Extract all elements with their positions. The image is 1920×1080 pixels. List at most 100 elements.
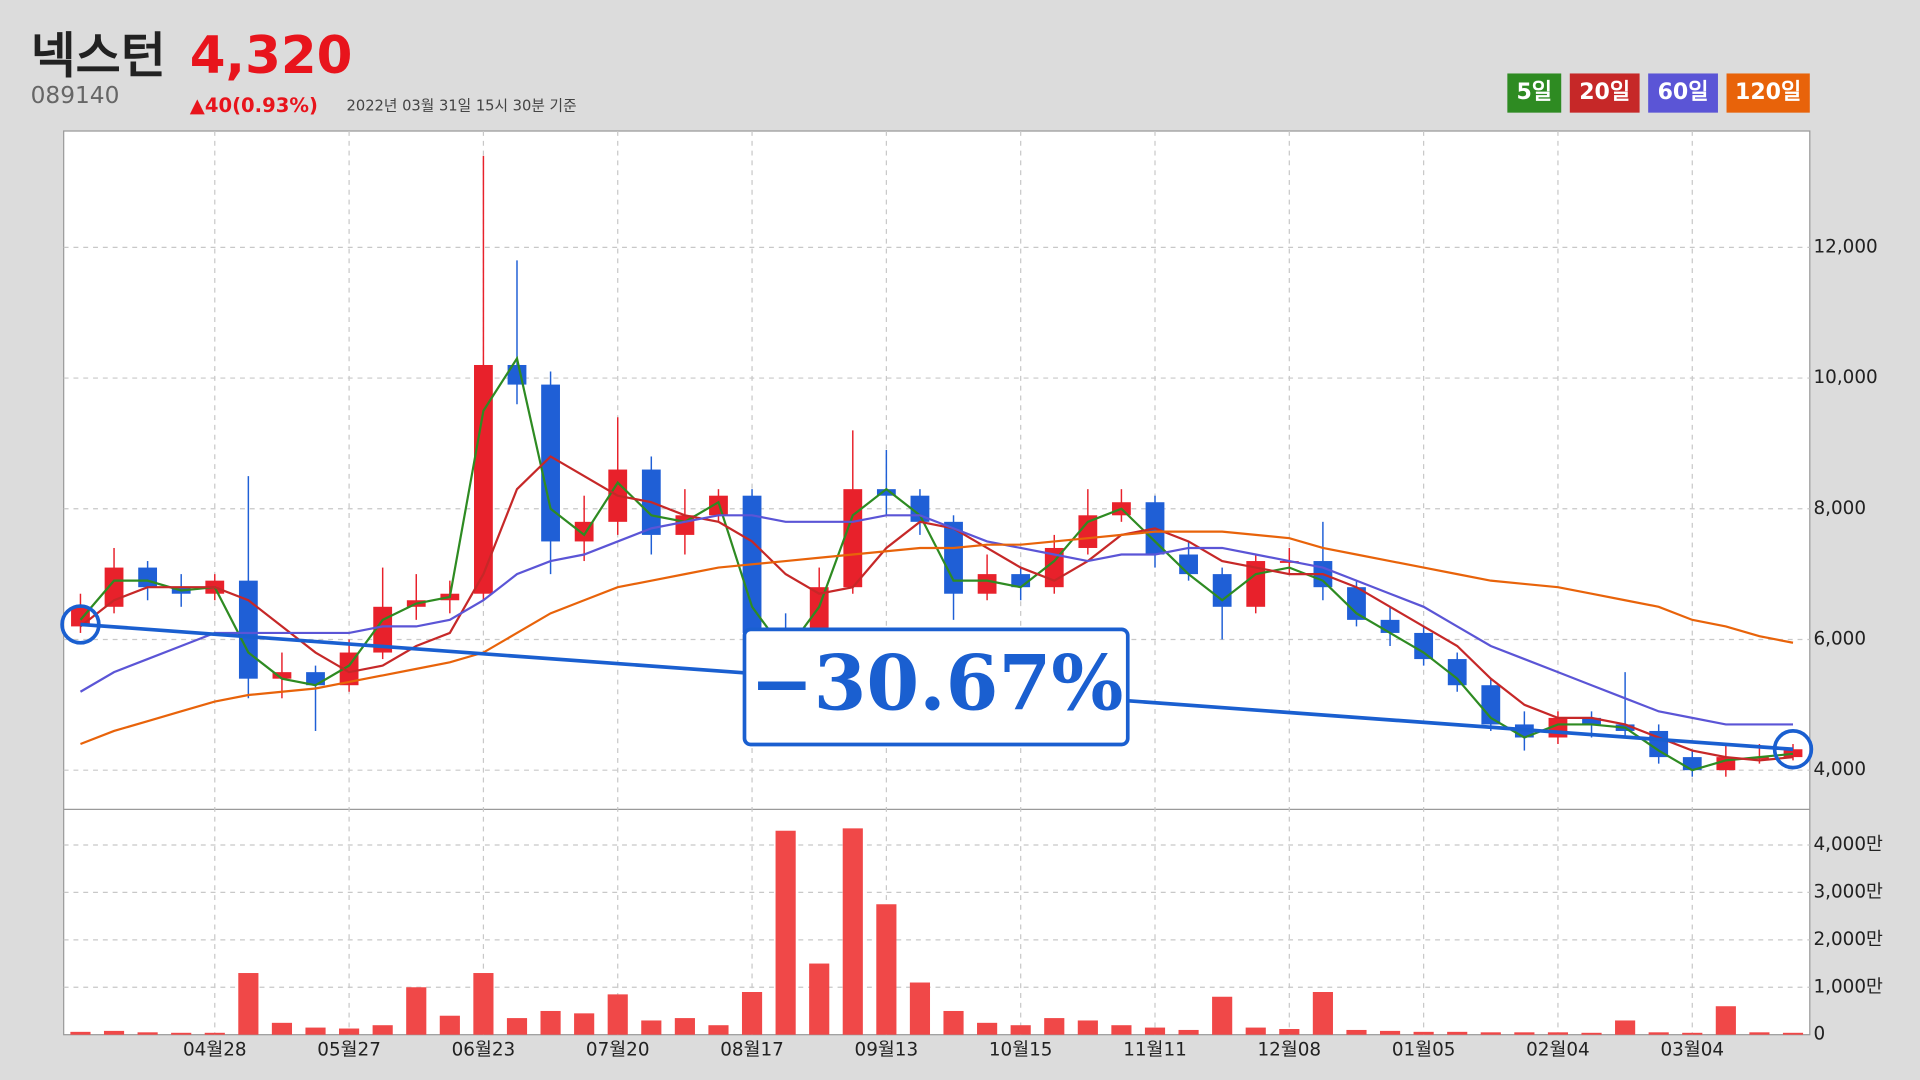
candle-body (1447, 659, 1467, 686)
volume-tick-label: 4,000만 (1813, 834, 1883, 855)
volume-bar (1178, 1029, 1199, 1035)
candle-body (138, 567, 158, 588)
volume-bar (607, 994, 628, 1035)
volume-bar (70, 1031, 91, 1035)
ma-line (79, 455, 1794, 762)
volume-bar (1782, 1032, 1804, 1035)
volume-bar (1077, 1020, 1098, 1035)
volume-bar (305, 1027, 326, 1035)
x-tick-label: 11월11 (1123, 1040, 1187, 1061)
y-tick-label: 12,000 (1813, 236, 1877, 257)
volume-bar (574, 1013, 595, 1035)
volume-bar (1245, 1027, 1266, 1035)
stock-name: 넥스턴 (31, 27, 166, 84)
volume-bar (842, 828, 863, 1035)
volume-bar (1514, 1032, 1535, 1035)
volume-bar (540, 1010, 561, 1035)
volume-bar (204, 1032, 225, 1035)
candle-body (1582, 717, 1601, 725)
x-tick-label: 03월04 (1660, 1040, 1724, 1061)
volume-tick-label: 0 (1813, 1024, 1825, 1045)
volume-bar (708, 1025, 729, 1035)
stock-price: 4,320 (190, 26, 353, 86)
ma-line (80, 530, 1794, 746)
volume-bar (876, 904, 897, 1035)
candle-body (238, 580, 258, 679)
ma-line (79, 514, 1794, 726)
volume-bar (1379, 1030, 1401, 1035)
volume-bar (1715, 1006, 1736, 1035)
x-tick-label: 09월13 (855, 1040, 919, 1061)
annotation-text: −30.67% (750, 638, 1123, 727)
trend-end (1772, 729, 1814, 770)
volume-bar (1480, 1032, 1501, 1035)
volume-bar (1682, 1032, 1703, 1035)
volume-bar (372, 1025, 393, 1035)
volume-bar (674, 1018, 695, 1035)
volume-bar (1749, 1032, 1770, 1035)
timestamp: 2022년 03월 31일 15시 30분 기준 (347, 98, 577, 115)
volume-bar (775, 830, 796, 1035)
candle-body (1783, 749, 1803, 758)
volume-bar (977, 1022, 998, 1035)
candle-body (876, 489, 896, 496)
volume-bar (506, 1018, 528, 1035)
candle-body (1380, 619, 1400, 633)
volume-bar (1312, 992, 1333, 1035)
volume-bar (1413, 1031, 1434, 1035)
x-tick-label: 01월05 (1392, 1040, 1456, 1061)
volume-bar (473, 973, 494, 1035)
plot-area (63, 130, 1811, 1036)
legend-box (1648, 73, 1718, 113)
volume-bar (1111, 1025, 1132, 1035)
volume-bar (1010, 1025, 1031, 1035)
candle-body (1414, 632, 1434, 660)
volume-bar (1615, 1020, 1636, 1035)
volume-bar (137, 1032, 158, 1035)
x-tick-label: 02월04 (1526, 1040, 1590, 1061)
candle-body (1078, 515, 1098, 548)
volume-bar (909, 982, 931, 1035)
candle-body (474, 364, 493, 594)
volume-tick-label: 2,000만 (1813, 929, 1883, 950)
price-change: ▲40(0.93%) (190, 94, 318, 117)
candle-body (104, 567, 124, 607)
legend-label: 20일 (1579, 80, 1630, 105)
x-tick-label: 07월20 (586, 1040, 650, 1061)
volume-bar (1279, 1029, 1300, 1035)
volume-bar (339, 1028, 360, 1035)
x-tick-label: 04월28 (183, 1040, 247, 1061)
candle-body (1481, 685, 1501, 725)
volume-bar (439, 1015, 460, 1035)
volume-bar (641, 1020, 662, 1035)
candle-body (1347, 587, 1366, 620)
y-tick-label: 4,000 (1813, 759, 1866, 780)
legend-box (1507, 73, 1562, 113)
y-tick-label: 8,000 (1813, 498, 1866, 519)
candle-body (944, 521, 963, 594)
volume-bar (1044, 1018, 1065, 1035)
volume-bar (943, 1010, 964, 1035)
candle-body (272, 672, 292, 679)
stock-code: 089140 (31, 82, 120, 109)
candle-body (541, 384, 560, 542)
volume-bar (406, 987, 427, 1035)
legend-label: 5일 (1516, 80, 1552, 105)
legend-label: 60일 (1658, 80, 1709, 105)
volume-bar (171, 1032, 192, 1035)
legend-label: 120일 (1735, 80, 1801, 105)
annotation-box (742, 627, 1130, 747)
volume-tick-label: 3,000만 (1813, 881, 1883, 902)
volume-bar (1648, 1032, 1669, 1035)
candle-body (843, 489, 863, 588)
volume-bar (1581, 1032, 1602, 1035)
x-tick-label: 10월15 (989, 1040, 1053, 1061)
x-tick-label: 05월27 (317, 1040, 381, 1061)
volume-bar (741, 992, 763, 1035)
volume-bar (1346, 1029, 1367, 1035)
y-tick-label: 6,000 (1813, 628, 1866, 649)
volume-bar (271, 1022, 293, 1035)
candle-body (977, 574, 997, 594)
